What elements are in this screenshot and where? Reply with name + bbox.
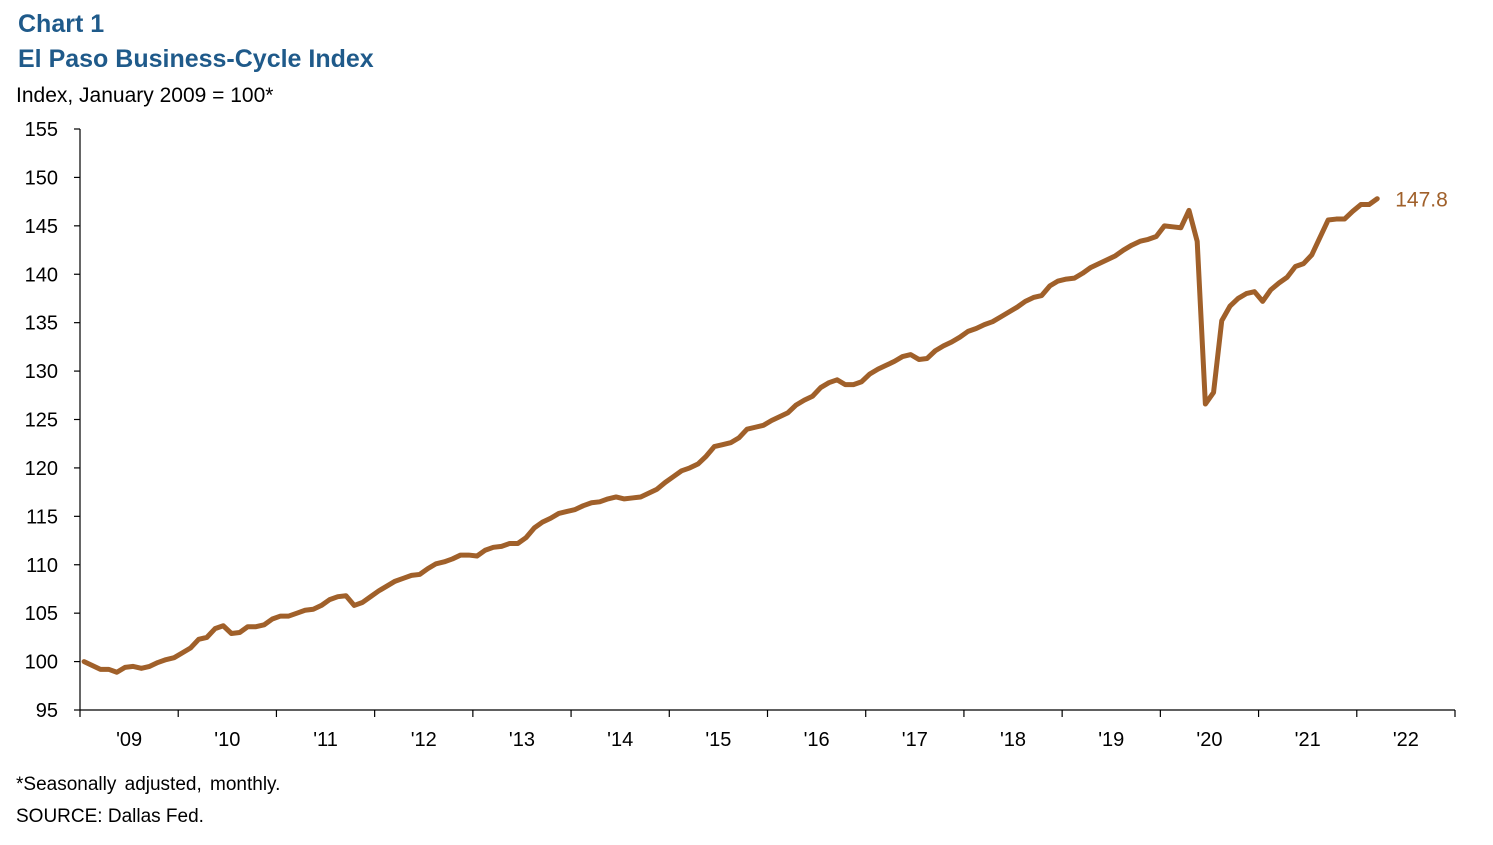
y-axis: 95 100 105 110 115 120 125 130 135 140 145 150 155 [25, 119, 81, 722]
x-tick-label: '11 [313, 729, 338, 751]
chart-title: El Paso Business-Cycle Index [18, 45, 374, 73]
x-tick-label: '13 [509, 729, 535, 751]
y-tick-label: 130 [25, 361, 58, 383]
x-tick-label: '17 [902, 729, 928, 751]
y-tick-label: 115 [26, 506, 58, 528]
series-group: 147.8 [81, 189, 1448, 675]
x-tick-label: '12 [411, 729, 437, 751]
end-value-label: 147.8 [1395, 189, 1448, 212]
y-axis-unit-label: Index, January 2009 = 100* [16, 84, 274, 107]
x-tick-label: '14 [607, 729, 633, 751]
chart-number: Chart 1 [18, 10, 105, 38]
x-tick-label: '10 [214, 729, 240, 751]
x-tick-label: '22 [1393, 729, 1419, 751]
y-tick-label: 140 [25, 264, 58, 286]
x-tick-label: '20 [1196, 729, 1222, 751]
y-tick-label: 95 [36, 700, 58, 722]
source-note: SOURCE: Dallas Fed. [16, 806, 204, 827]
footnote: *Seasonally adjusted, monthly. [16, 774, 281, 795]
x-tick-label: '21 [1295, 729, 1321, 751]
y-tick-label: 135 [25, 313, 58, 335]
y-tick-label: 145 [25, 216, 58, 238]
x-tick-label: '15 [705, 729, 731, 751]
y-tick-label: 125 [25, 410, 58, 432]
x-tick-label: '09 [116, 729, 142, 751]
x-tick-label: '19 [1098, 729, 1124, 751]
series-line [81, 196, 1380, 675]
y-tick-label: 155 [25, 119, 58, 141]
y-tick-label: 120 [25, 458, 58, 480]
x-tick-label: '18 [1000, 729, 1026, 751]
y-tick-label: 100 [25, 652, 58, 674]
y-tick-label: 110 [26, 555, 58, 577]
y-tick-label: 150 [25, 167, 58, 189]
x-axis: '09 '10 '11 '12 '13 '14 '15 '16 '17 '18 '19 '20 '21 '… [79, 709, 1456, 751]
y-tick-label: 105 [25, 603, 58, 625]
x-tick-label: '16 [804, 729, 830, 751]
